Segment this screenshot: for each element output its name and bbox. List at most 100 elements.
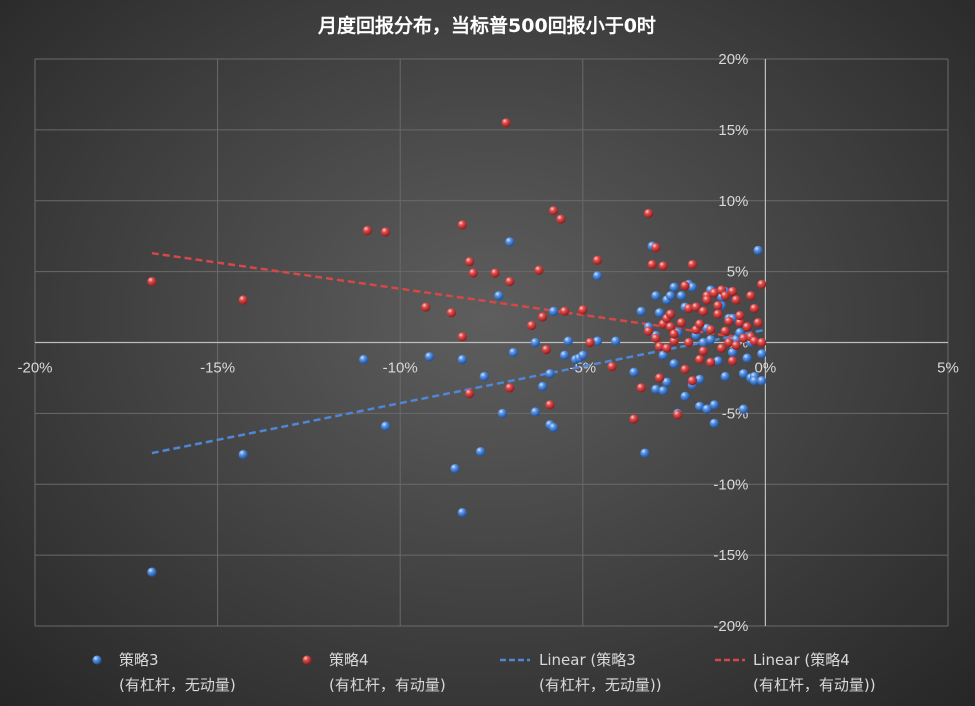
data-point-series-2	[578, 305, 588, 315]
data-point-series-2	[501, 118, 511, 128]
data-point-series-1	[424, 352, 435, 362]
data-point-series-2	[720, 291, 730, 301]
data-point-series-1	[563, 336, 573, 346]
data-point-series-2	[673, 410, 683, 420]
data-point-series-2	[724, 337, 734, 348]
data-point-series-2	[585, 337, 595, 348]
data-point-series-2	[706, 357, 716, 367]
data-point-series-2	[731, 295, 741, 305]
data-point-series-1	[494, 291, 504, 301]
data-point-series-1	[548, 306, 559, 316]
data-points	[147, 118, 767, 577]
data-point-series-1	[592, 271, 603, 281]
x-tick-label: -10%	[383, 360, 418, 377]
legend-item-trendline-2: Linear (策略4 (有杠杆，有动量))	[715, 651, 876, 694]
data-point-series-1	[651, 384, 661, 394]
data-point-series-2	[651, 333, 661, 343]
data-point-series-1	[742, 353, 752, 363]
legend-item-series-1: 策略3 (有杠杆，无动量)	[92, 651, 236, 694]
data-point-series-1	[559, 350, 570, 360]
data-point-series-2	[702, 295, 712, 305]
data-point-series-1	[548, 422, 559, 433]
data-point-series-1	[665, 291, 676, 301]
data-point-series-2	[527, 320, 537, 331]
data-point-series-2	[545, 400, 555, 410]
data-point-series-2	[713, 301, 723, 311]
data-point-series-2	[753, 318, 763, 328]
x-tick-label: -20%	[17, 360, 52, 377]
data-point-series-1	[238, 449, 248, 460]
data-point-series-1	[636, 306, 646, 316]
data-point-series-2	[505, 276, 515, 287]
data-point-series-2	[464, 257, 475, 267]
data-point-series-2	[658, 261, 668, 271]
data-point-series-2	[541, 344, 551, 355]
data-point-series-2	[592, 255, 603, 265]
x-tick-label: 0%	[755, 360, 777, 377]
legend-sublabel-trendline-1: (有杠杆，无动量))	[539, 676, 662, 694]
data-point-series-1	[658, 350, 668, 360]
data-point-series-1	[695, 401, 705, 411]
data-point-series-2	[457, 332, 467, 342]
data-point-series-1	[738, 404, 749, 414]
legend-label-series-2: 策略4	[329, 651, 369, 669]
data-point-series-2	[654, 342, 665, 352]
data-point-series-2	[643, 326, 654, 336]
data-point-series-2	[647, 259, 657, 270]
y-tick-label: -20%	[713, 618, 748, 635]
trendline-1	[151, 328, 766, 455]
data-point-series-1	[497, 408, 508, 418]
data-point-series-1	[757, 349, 767, 359]
data-point-series-2	[662, 343, 672, 353]
trendline-2	[151, 251, 766, 343]
data-point-series-1	[578, 350, 588, 360]
legend-marker-series-1	[92, 655, 102, 665]
data-point-series-2	[706, 325, 716, 335]
data-point-series-1	[687, 282, 697, 292]
data-point-series-2	[559, 306, 570, 316]
x-tick-label: -15%	[200, 360, 235, 377]
data-point-series-2	[607, 361, 617, 372]
data-point-series-1	[702, 404, 712, 414]
data-point-series-2	[749, 303, 760, 314]
data-point-series-2	[380, 227, 391, 237]
data-point-series-2	[698, 306, 708, 316]
data-point-series-1	[757, 376, 767, 386]
data-point-series-1	[713, 356, 723, 366]
y-tick-label: -15%	[713, 547, 748, 564]
data-point-series-2	[709, 288, 719, 298]
data-point-series-2	[669, 336, 679, 346]
legend-label-series-1: 策略3	[119, 651, 159, 669]
data-point-series-2	[238, 295, 248, 305]
data-point-series-2	[651, 242, 661, 253]
data-point-series-2	[749, 336, 760, 346]
x-tick-label: 5%	[937, 360, 959, 377]
data-point-series-1	[727, 347, 738, 358]
data-point-series-1	[538, 381, 548, 392]
data-point-series-1	[706, 335, 716, 345]
data-point-series-1	[676, 291, 687, 301]
chart-title: 月度回报分布，当标普500回报小于0时	[317, 14, 656, 37]
data-point-series-1	[505, 237, 515, 247]
data-point-series-1	[658, 386, 668, 396]
data-point-series-2	[629, 414, 639, 424]
legend-sublabel-trendline-2: (有杠杆，有动量))	[753, 676, 876, 694]
y-tick-label: 10%	[718, 193, 748, 210]
data-point-series-1	[147, 567, 157, 577]
data-point-series-2	[676, 318, 687, 328]
data-point-series-1	[709, 400, 719, 410]
legend-label-trendline-2: Linear (策略4	[753, 651, 850, 669]
data-point-series-2	[147, 276, 157, 287]
data-point-series-2	[464, 388, 475, 399]
axes-layer	[35, 59, 948, 626]
data-point-series-2	[731, 340, 741, 350]
data-point-series-2	[505, 383, 515, 393]
data-point-series-2	[538, 312, 548, 322]
data-point-series-2	[669, 329, 679, 339]
legend: 策略3 (有杠杆，无动量) 策略4 (有杠杆，有动量) Linear (策略3 …	[92, 651, 876, 694]
legend-sublabel-series-1: (有杠杆，无动量)	[119, 676, 236, 694]
data-point-series-2	[742, 322, 752, 332]
legend-item-series-2: 策略4 (有杠杆，有动量)	[302, 651, 446, 694]
legend-sublabel-series-2: (有杠杆，有动量)	[329, 676, 446, 694]
y-tick-label: 5%	[727, 264, 749, 281]
